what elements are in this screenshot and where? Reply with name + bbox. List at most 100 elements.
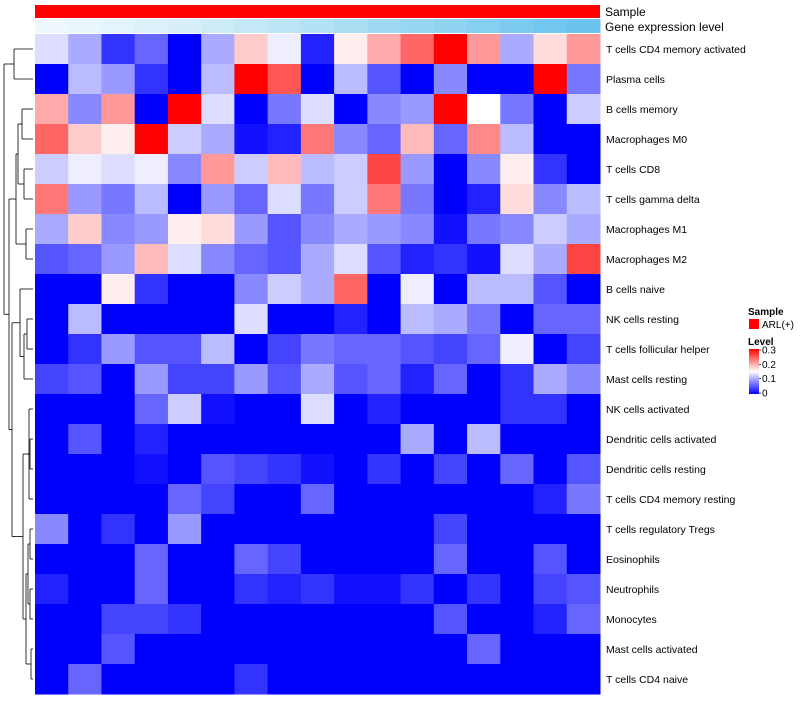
expression-level-cell [433,19,468,33]
heatmap-cell [68,364,102,395]
heatmap-cell [367,244,402,275]
heatmap-cell [201,34,235,65]
heatmap-cell [267,364,302,395]
heatmap-cell [267,664,302,695]
heatmap-cell [367,94,402,125]
expression-level-cell [400,19,435,33]
heatmap-cell [267,394,302,425]
heatmap-cell [167,184,202,215]
heatmap-cell [334,214,368,245]
heatmap-cell [167,94,202,125]
heatmap-cell [68,484,102,515]
heatmap-cell [68,274,102,305]
heatmap-cell [300,394,335,425]
heatmap-cell [500,484,535,515]
heatmap-cell [68,454,102,485]
heatmap-cell [101,334,136,365]
heatmap-cell [267,214,302,245]
heatmap-cell [167,364,202,395]
heatmap-cell [300,634,335,665]
row-label: T cells follicular helper [606,344,710,356]
heatmap-cell [101,274,136,305]
heatmap-cell [35,304,69,335]
heatmap-cell [433,634,468,665]
heatmap-cell [35,274,69,305]
heatmap-cell [167,244,202,275]
row-label: NK cells activated [606,404,690,416]
heatmap-cell [167,484,202,515]
heatmap-cell [68,544,102,575]
heatmap-cell [35,154,69,185]
row-label: T cells CD4 memory resting [606,494,735,506]
heatmap-cell [433,664,468,695]
heatmap-cell [68,634,102,665]
heatmap-cell [267,604,302,635]
heatmap-cell [267,484,302,515]
heatmap-cell [267,154,302,185]
heatmap-cell [167,664,202,695]
heatmap-cell [400,304,435,335]
heatmap-cell [467,124,501,155]
heatmap-cell [134,604,169,635]
expression-level-cell [167,19,202,33]
heatmap-cell [167,274,202,305]
heatmap-cell [367,64,402,95]
heatmap-cell [300,64,335,95]
heatmap-cell [167,514,202,545]
row-label: Macrophages M0 [606,134,687,146]
heatmap-cell [433,544,468,575]
annotation-bar-label: Sample [605,5,646,19]
heatmap-cell [334,394,368,425]
heatmap-cell [134,544,169,575]
heatmap-cell [35,664,69,695]
heatmap-cell [400,124,435,155]
heatmap-cell [234,634,269,665]
heatmap-cell [101,364,136,395]
heatmap-cell [134,364,169,395]
heatmap-cell [566,124,601,155]
heatmap-cell [134,514,169,545]
heatmap-cell [400,64,435,95]
heatmap-cell [334,514,368,545]
heatmap-cell [433,394,468,425]
heatmap-cell [134,274,169,305]
heatmap-cell [533,454,568,485]
heatmap-cell [234,484,269,515]
heatmap-cell [201,634,235,665]
heatmap-cell [267,424,302,455]
annotation-bar-label: Gene expression level [605,20,724,34]
heatmap-cell [300,604,335,635]
row-label: Mast cells activated [606,644,698,656]
heatmap-cell [334,364,368,395]
heatmap-cell [433,64,468,95]
heatmap-cell [533,604,568,635]
heatmap-cell [500,274,535,305]
heatmap-cell [400,154,435,185]
heatmap-cell [134,634,169,665]
heatmap-cell [68,604,102,635]
heatmap-cell [400,424,435,455]
heatmap-cell [35,634,69,665]
heatmap-cell [201,94,235,125]
heatmap-cell [101,184,136,215]
heatmap-cell [134,424,169,455]
expression-level-cell [201,19,235,33]
row-label: Mast cells resting [606,374,687,386]
heatmap-cell [300,484,335,515]
row-label: Dendritic cells resting [606,464,706,476]
heatmap-cell [234,214,269,245]
heatmap-cell [566,184,601,215]
heatmap-cell [101,244,136,275]
heatmap-cell [400,604,435,635]
heatmap-cell [467,244,501,275]
heatmap-cell [35,454,69,485]
expression-level-cell [101,19,136,33]
heatmap-cell [500,214,535,245]
heatmap-cell [334,304,368,335]
heatmap-cell [367,214,402,245]
heatmap-cell [467,574,501,605]
heatmap-cell [433,364,468,395]
heatmap-cell [68,574,102,605]
